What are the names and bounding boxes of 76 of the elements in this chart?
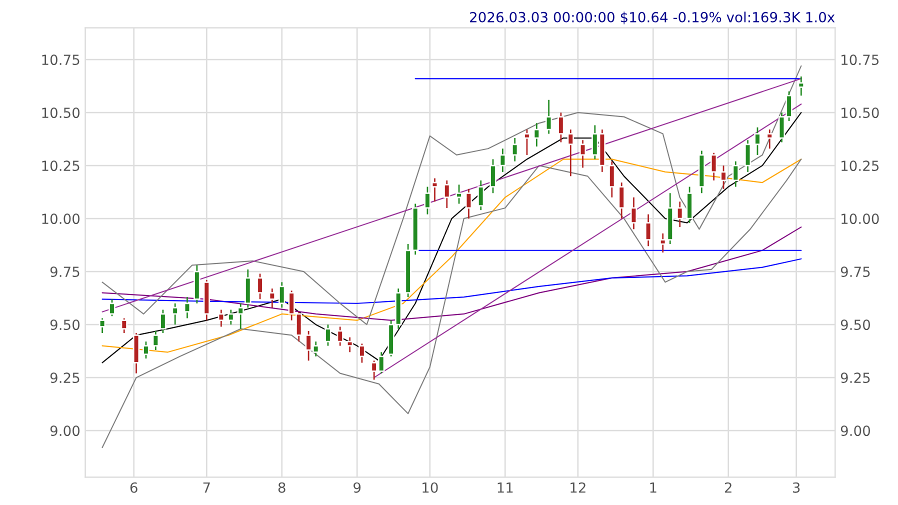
candlestick [558,112,564,143]
candlestick [256,273,264,300]
x-tick-label: 3 [792,482,800,493]
chart-title: 2026.03.03 00:00:00 $10.64 -0.19% vol:169.3K 1.0x [470,12,835,24]
candlestick [218,309,225,328]
candlestick [754,126,761,156]
x-tick-label: 6 [130,482,138,493]
candlestick [524,128,530,156]
candlestick [676,200,684,228]
candlestick [499,148,506,173]
candlestick [618,182,625,220]
candlestick [608,160,616,198]
line-series [102,258,802,304]
x-tick-label: 2 [724,482,732,493]
y2-tick-label: 9.75 [840,266,870,278]
y-tick-label: 9.25 [50,372,80,384]
candlestick [120,318,128,334]
y2-tick-label: 10.25 [842,160,879,172]
candlestick [720,164,727,190]
candlestick [184,296,191,319]
y-tick-label: 10.75 [42,54,80,66]
candlestick [630,196,638,230]
y2-tick-label: 9.50 [840,320,870,330]
candlestick [98,318,106,334]
x-tick-label: 11 [498,482,513,493]
y-tick-label: 9.75 [50,266,80,278]
y-tick-label: 9.50 [50,320,80,330]
candlestick [710,152,718,182]
candlestick [579,139,586,168]
candlestick [336,326,344,346]
candlestick [477,180,484,211]
candlestick [172,302,178,326]
candlestick [766,128,773,150]
candlestick [152,330,160,351]
candlestick [644,214,652,247]
candlestick [744,139,752,173]
y2-tick-label: 9.25 [840,372,870,384]
candlestick [324,324,332,346]
candlestick [456,184,462,204]
candlestick [228,309,234,326]
line-series [102,226,802,321]
candlestick [424,186,431,216]
y2-tick-label: 10.00 [842,214,879,224]
candlestick [465,188,472,220]
x-tick-label: 1 [650,482,656,493]
candlestick [237,302,244,330]
candlestick [533,122,540,148]
y2-tick-label: 9.00 [840,426,870,436]
candlestick [798,76,805,96]
candlestick [160,309,166,334]
x-tick-label: 10 [422,482,438,493]
candlestick [732,160,740,188]
x-tick-label: 7 [203,482,210,493]
y-tick-label: 9.00 [50,426,80,436]
y-tick-label: 10.50 [42,108,80,118]
line-series [102,158,802,448]
candlestick [278,281,286,308]
candlestick [511,137,518,162]
x-tick-label: 8 [278,482,286,493]
candlestick [108,298,116,317]
candlestick [358,342,366,364]
line-series [102,158,802,353]
candlestick [444,180,450,209]
y-tick-label: 10.00 [42,214,80,224]
y2-tick-label: 10.75 [842,54,879,66]
y2-tick-label: 10.50 [842,108,879,118]
candlestick [545,99,552,134]
y-tick-label: 10.25 [42,160,80,172]
x-tick-label: 12 [570,482,586,493]
candlestick [268,288,276,308]
candlestick [431,178,438,202]
x-tick-label: 9 [354,482,361,493]
candlestick [346,336,354,353]
candlestick [142,340,150,360]
candlestick [490,158,496,194]
candlestick [567,128,574,177]
